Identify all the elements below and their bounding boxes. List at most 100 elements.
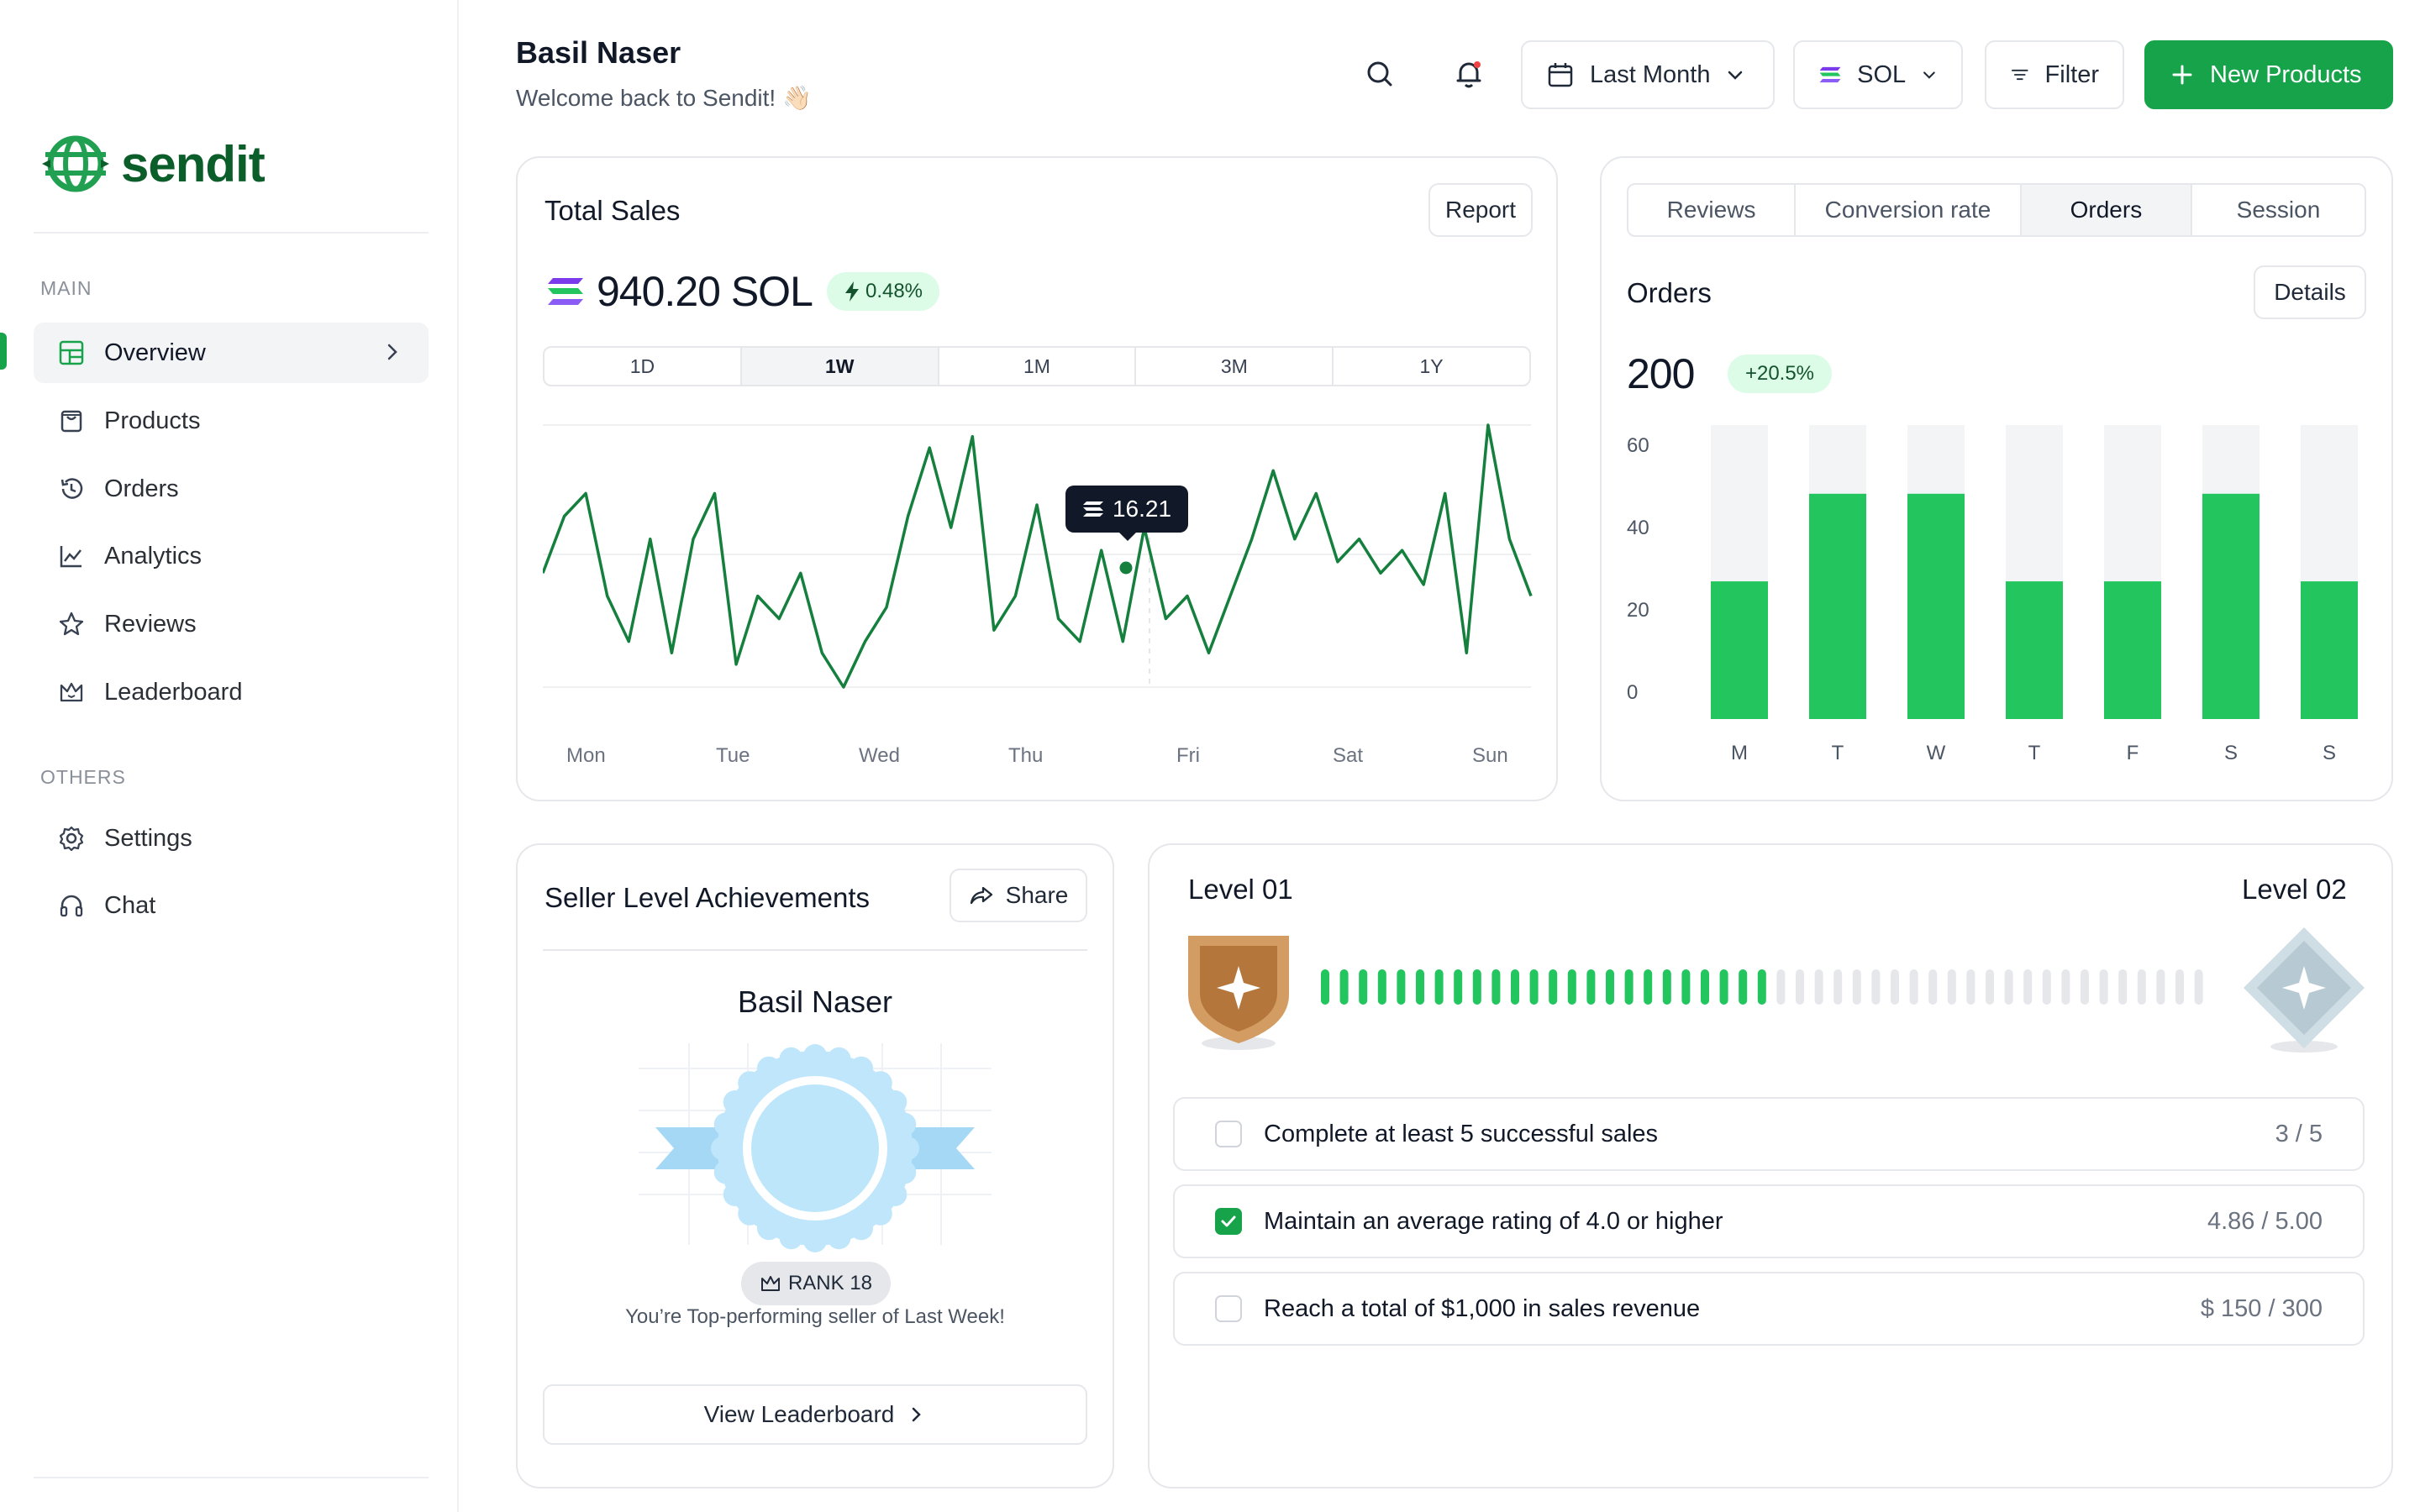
progress-segment — [1416, 969, 1424, 1005]
task-row[interactable]: Complete at least 5 successful sales 3 /… — [1173, 1097, 2365, 1171]
chevron-right-icon — [913, 1407, 922, 1422]
progress-segment — [1606, 969, 1614, 1005]
sales-change-value: 0.48% — [865, 280, 923, 302]
share-button[interactable]: Share — [950, 869, 1087, 922]
lightning-icon — [844, 281, 859, 302]
section-heading-main: MAIN — [40, 277, 92, 299]
tab-reviews[interactable]: Reviews — [1628, 185, 1797, 235]
progress-segment — [1833, 969, 1843, 1005]
sidebar-item-label: Orders — [104, 475, 179, 502]
sidebar-item-leaderboard[interactable]: Leaderboard — [34, 662, 429, 722]
progress-segment — [1928, 969, 1938, 1005]
task-checkbox[interactable] — [1215, 1295, 1242, 1322]
progress-segment — [1719, 969, 1728, 1005]
achievements-title: Seller Level Achievements — [544, 882, 871, 913]
range-1d[interactable]: 1D — [544, 348, 742, 385]
date-range-select[interactable]: Last Month — [1521, 40, 1775, 109]
progress-segment — [2042, 969, 2051, 1005]
medal-tooth — [850, 1216, 873, 1241]
gear-icon — [57, 824, 86, 853]
range-selector: 1D 1W 1M 3M 1Y — [543, 346, 1531, 386]
x-tick-label: F — [2127, 742, 2139, 764]
headphones-icon — [57, 891, 86, 920]
next-level-label: Level 02 — [2242, 874, 2347, 905]
range-1m[interactable]: 1M — [939, 348, 1137, 385]
filter-button[interactable]: Filter — [1985, 40, 2124, 109]
details-button[interactable]: Details — [2254, 265, 2366, 319]
bar — [1711, 581, 1768, 719]
task-row[interactable]: Reach a total of $1,000 in sales revenue… — [1173, 1272, 2365, 1346]
medal-tooth — [892, 1112, 917, 1137]
sidebar-item-analytics[interactable]: Analytics — [34, 526, 429, 586]
task-progress: $ 150 / 300 — [2200, 1294, 2323, 1322]
sales-change-badge: 0.48% — [827, 272, 939, 311]
range-1w[interactable]: 1W — [741, 348, 939, 385]
x-label: Mon — [566, 744, 606, 767]
tab-orders[interactable]: Orders — [2021, 185, 2192, 235]
sidebar-item-overview[interactable]: Overview — [34, 323, 429, 383]
progress-segment — [1701, 969, 1709, 1005]
sidebar-item-label: Leaderboard — [104, 678, 243, 706]
tab-session[interactable]: Session — [2236, 197, 2321, 223]
sidebar-item-label: Overview — [104, 339, 206, 366]
progress-segment — [1549, 969, 1558, 1005]
report-label: Report — [1444, 197, 1517, 223]
history-icon — [57, 475, 86, 503]
progress-segment — [1852, 969, 1861, 1005]
medal-tooth — [738, 1071, 762, 1095]
task-row[interactable]: Maintain an average rating of 4.0 or hig… — [1173, 1184, 2365, 1258]
sidebar-item-orders[interactable]: Orders — [34, 459, 429, 519]
progress-segment — [1454, 969, 1463, 1005]
search-button[interactable] — [1355, 49, 1405, 99]
report-button[interactable]: Report — [1428, 183, 1533, 237]
progress-segment — [1321, 969, 1329, 1005]
medal-tooth — [868, 1071, 892, 1095]
notifications-button[interactable] — [1444, 49, 1494, 99]
view-leaderboard-label: View Leaderboard — [703, 1401, 895, 1427]
medal-tooth — [757, 1056, 781, 1080]
new-products-label: New Products — [2210, 60, 2362, 88]
sidebar-item-label: Analytics — [104, 542, 203, 570]
medal-tooth — [868, 1201, 892, 1226]
sidebar-item-products[interactable]: Products — [34, 391, 429, 451]
total-sales-title: Total Sales — [544, 195, 681, 226]
sidebar: sendit MAIN Overview Products Orders Ana… — [0, 0, 459, 1512]
rank-value: RANK 18 — [787, 1272, 873, 1294]
bell-icon — [1456, 61, 1481, 88]
tab-conversion-rate[interactable]: Conversion rate — [1796, 185, 2022, 235]
progress-segment — [2023, 969, 2033, 1005]
divider — [34, 232, 429, 234]
new-products-button[interactable]: New Products — [2144, 40, 2393, 109]
sidebar-item-settings[interactable]: Settings — [34, 808, 429, 869]
medal-tooth — [713, 1112, 738, 1137]
progress-segment — [1966, 969, 1975, 1005]
progress-segment — [1681, 969, 1691, 1005]
details-label: Details — [2274, 279, 2346, 305]
range-3m[interactable]: 3M — [1136, 348, 1334, 385]
x-label: Sat — [1333, 744, 1364, 767]
x-tick-label: M — [1731, 742, 1748, 764]
total-sales-card — [516, 156, 1558, 801]
progress-segment — [1986, 969, 1994, 1005]
task-checkbox-checked[interactable] — [1215, 1208, 1242, 1235]
range-1y[interactable]: 1Y — [1419, 354, 1444, 377]
currency-select[interactable]: SOL — [1793, 40, 1963, 109]
brand-logo[interactable]: sendit — [40, 134, 266, 193]
solana-icon — [1819, 66, 1841, 83]
chevron-down-icon — [1728, 71, 1743, 80]
sidebar-item-chat[interactable]: Chat — [34, 875, 429, 936]
medal-tooth — [738, 1201, 762, 1226]
active-indicator — [0, 333, 7, 370]
chevron-right-icon — [387, 344, 397, 360]
progress-segment — [1871, 969, 1881, 1005]
progress-segment — [1586, 969, 1596, 1005]
brand-name: sendit — [121, 135, 266, 192]
solana-icon — [1082, 501, 1103, 517]
view-leaderboard-button[interactable]: View Leaderboard — [543, 1384, 1087, 1445]
chart-tooltip: 16.21 — [1065, 486, 1188, 541]
task-checkbox[interactable] — [1215, 1121, 1242, 1147]
sidebar-item-reviews[interactable]: Reviews — [34, 594, 429, 654]
total-sales-value: 940.20 SOL — [597, 268, 813, 315]
progress-segment — [1491, 969, 1501, 1005]
progress-segment — [1757, 969, 1766, 1005]
